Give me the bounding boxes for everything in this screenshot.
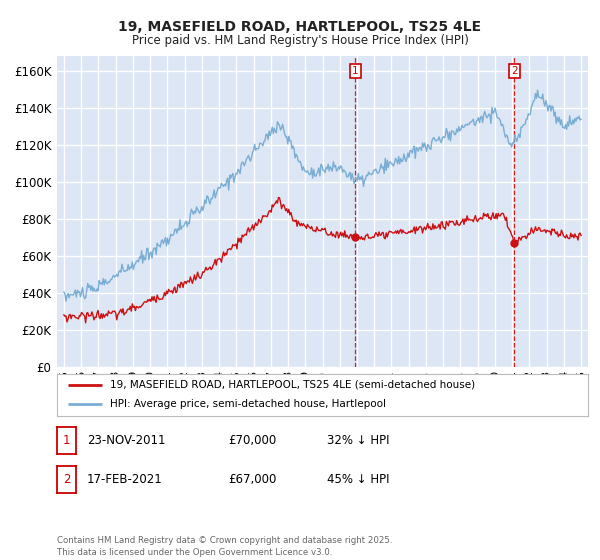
Text: Contains HM Land Registry data © Crown copyright and database right 2025.
This d: Contains HM Land Registry data © Crown c… (57, 536, 392, 557)
Text: 1: 1 (352, 66, 359, 76)
Text: 17-FEB-2021: 17-FEB-2021 (87, 473, 163, 486)
Text: 19, MASEFIELD ROAD, HARTLEPOOL, TS25 4LE: 19, MASEFIELD ROAD, HARTLEPOOL, TS25 4LE (118, 20, 482, 34)
Text: 1: 1 (63, 433, 70, 447)
Text: 19, MASEFIELD ROAD, HARTLEPOOL, TS25 4LE (semi-detached house): 19, MASEFIELD ROAD, HARTLEPOOL, TS25 4LE… (110, 380, 475, 390)
Text: 45% ↓ HPI: 45% ↓ HPI (327, 473, 389, 486)
Text: 2: 2 (63, 473, 70, 486)
Text: Price paid vs. HM Land Registry's House Price Index (HPI): Price paid vs. HM Land Registry's House … (131, 34, 469, 46)
Text: 23-NOV-2011: 23-NOV-2011 (87, 433, 166, 447)
Text: 32% ↓ HPI: 32% ↓ HPI (327, 433, 389, 447)
Text: HPI: Average price, semi-detached house, Hartlepool: HPI: Average price, semi-detached house,… (110, 399, 386, 409)
Text: 2: 2 (511, 66, 518, 76)
Text: £67,000: £67,000 (228, 473, 277, 486)
Text: £70,000: £70,000 (228, 433, 276, 447)
